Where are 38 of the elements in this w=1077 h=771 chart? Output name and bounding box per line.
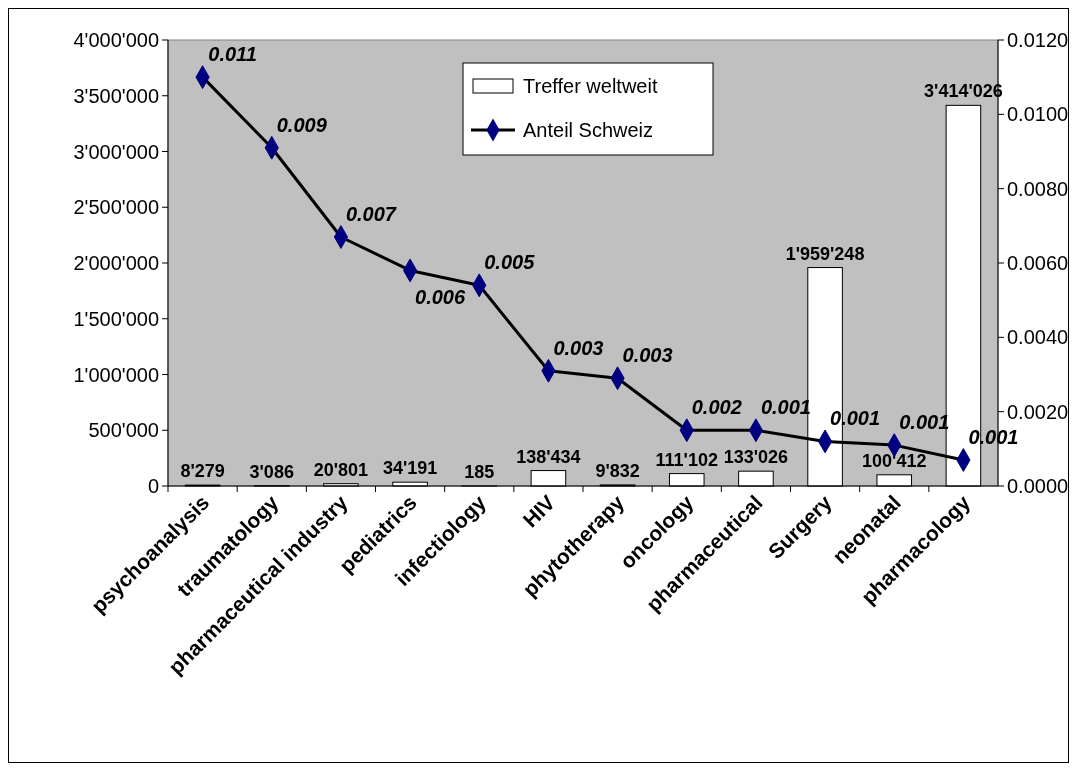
y-tick-label: 0 <box>147 475 159 497</box>
y-tick-label: 3'500'000 <box>73 84 159 107</box>
y2-tick-label: 0.0100 <box>1007 103 1069 126</box>
data-label: 0.002 <box>691 396 742 419</box>
y2-tick-label: 0.0000 <box>1007 475 1069 497</box>
data-label: 0.005 <box>484 251 536 274</box>
data-label: 111'102 <box>655 449 718 470</box>
data-label: 0.007 <box>345 202 397 225</box>
data-label: 34'191 <box>382 458 438 479</box>
data-label: 0.011 <box>208 43 257 66</box>
data-label: 185 <box>464 461 495 482</box>
y-tick-label: 500'000 <box>88 419 159 442</box>
y-tick-label: 3'000'000 <box>73 140 159 163</box>
data-label: 0.009 <box>276 113 328 136</box>
y2-tick-label: 0.0020 <box>1007 400 1069 423</box>
data-label: 0.006 <box>415 286 466 309</box>
y-tick-label: 2'500'000 <box>73 196 159 219</box>
y2-tick-label: 0.0060 <box>1007 252 1069 274</box>
data-label: 8'279 <box>180 461 225 482</box>
data-label: 0.001 <box>899 411 950 434</box>
y2-tick-label: 0.0120 <box>1007 29 1069 51</box>
y2-tick-label: 0.0040 <box>1007 326 1069 349</box>
y2-tick-label: 0.0080 <box>1007 177 1069 200</box>
legend-label: Treffer weltweit <box>523 75 658 97</box>
data-label: 133'026 <box>723 447 789 468</box>
data-label: 1'959'248 <box>785 243 865 264</box>
data-label: 20'801 <box>313 459 369 480</box>
data-label: 3'086 <box>249 461 294 482</box>
legend-label: Anteil Schweiz <box>523 119 654 141</box>
data-label: 100'412 <box>862 450 927 471</box>
y-tick-label: 1'500'000 <box>73 307 159 330</box>
data-label: 9'832 <box>595 460 640 481</box>
y-tick-label: 4'000'000 <box>73 29 159 51</box>
y-tick-label: 2'000'000 <box>73 252 159 274</box>
data-label: 138'434 <box>516 446 581 467</box>
data-label: 0.003 <box>622 344 673 367</box>
data-label: 0.003 <box>553 336 604 359</box>
y-tick-label: 1'000'000 <box>73 363 159 386</box>
